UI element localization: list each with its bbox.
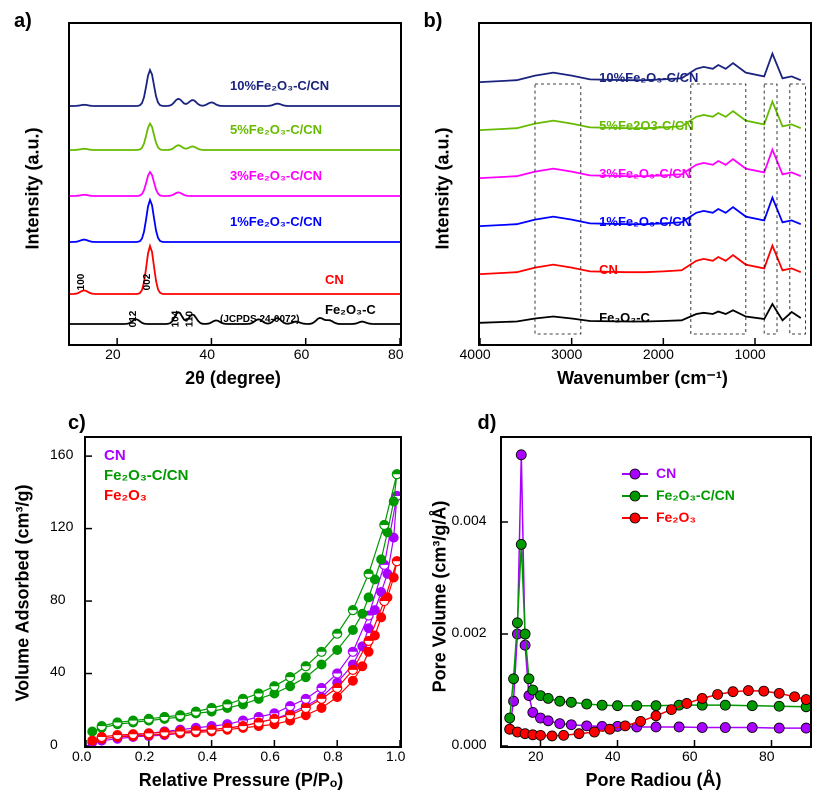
- panel-c-xlabel: Relative Pressure (P/Pₒ): [84, 770, 398, 791]
- svg-text:002: 002: [142, 273, 153, 290]
- panel-c-ylabel: Volume Adsorbed (cm³/g): [13, 491, 34, 701]
- panel-b-label: b): [424, 10, 443, 33]
- svg-text:5%Fe₂O₃-C/CN: 5%Fe₂O₃-C/CN: [230, 122, 322, 137]
- panel-a: a) 10%Fe₂O₃-C/CN 5%Fe₂O₃-C/CN 3%Fe₂O₃-C/CN…: [8, 8, 410, 402]
- panel-d-label: d): [478, 412, 497, 435]
- panel-b: b) 10%Fe₂O₃-C/CN 5%Fe2O3-C/CN 3%Fe₂O₃-C/CN…: [418, 8, 820, 402]
- panel-d: d) CN Fe₂O₃-C/CN Fe₂O₃ Pore Volume (cm³/g/…: [418, 410, 820, 804]
- svg-text:Fe₂O₃: Fe₂O₃: [656, 509, 696, 525]
- panel-b-xlabel: Wavenumber (cm⁻¹): [478, 368, 808, 389]
- svg-text:3%Fe₂O₃-C/CN: 3%Fe₂O₃-C/CN: [599, 166, 691, 181]
- panel-a-label: a): [14, 10, 32, 33]
- svg-text:Fe₂O₃-C: Fe₂O₃-C: [325, 302, 376, 317]
- figure-grid: a) 10%Fe₂O₃-C/CN 5%Fe₂O₃-C/CN 3%Fe₂O₃-C/CN…: [8, 8, 819, 803]
- svg-text:110: 110: [185, 310, 196, 327]
- plot-c: CN Fe₂O₃-C/CN Fe₂O₃: [84, 436, 402, 748]
- plot-a: 10%Fe₂O₃-C/CN 5%Fe₂O₃-C/CN 3%Fe₂O₃-C/CN 1%F…: [68, 22, 402, 346]
- plot-b: 10%Fe₂O₃-C/CN 5%Fe2O3-C/CN 3%Fe₂O₃-C/CN 1%F…: [478, 22, 812, 346]
- svg-text:012: 012: [128, 310, 139, 327]
- svg-text:10%Fe₂O₃-C/CN: 10%Fe₂O₃-C/CN: [599, 70, 698, 85]
- svg-text:100: 100: [76, 273, 87, 290]
- panel-c-label: c): [68, 412, 86, 435]
- svg-text:CN: CN: [104, 447, 126, 464]
- panel-d-ylabel: Pore Volume (cm³/g/Å): [429, 496, 450, 696]
- plot-d: CN Fe₂O₃-C/CN Fe₂O₃: [500, 436, 812, 748]
- svg-text:Fe₂O₃-C: Fe₂O₃-C: [599, 310, 650, 325]
- svg-text:Fe₂O₃: Fe₂O₃: [104, 487, 147, 504]
- panel-a-xlabel: 2θ (degree): [68, 368, 398, 389]
- svg-text:1%Fe₂O₃-C/CN: 1%Fe₂O₃-C/CN: [230, 214, 322, 229]
- svg-text:3%Fe₂O₃-C/CN: 3%Fe₂O₃-C/CN: [230, 168, 322, 183]
- svg-text:104: 104: [170, 310, 181, 327]
- panel-d-xlabel: Pore Radiou (Å): [500, 770, 808, 791]
- svg-text:(JCPDS 24-0072): (JCPDS 24-0072): [220, 314, 299, 325]
- svg-text:CN: CN: [599, 262, 618, 277]
- panel-a-ylabel: Intensity (a.u.): [23, 114, 44, 264]
- svg-text:1%Fe₂O₃-C/CN: 1%Fe₂O₃-C/CN: [599, 214, 691, 229]
- svg-text:Fe₂O₃-C/CN: Fe₂O₃-C/CN: [104, 467, 188, 484]
- panel-b-ylabel: Intensity (a.u.): [432, 114, 453, 264]
- panel-c: c) CN Fe₂O₃-C/CN Fe₂O₃ Volume Adsorbed (cm…: [8, 410, 410, 804]
- svg-text:5%Fe2O3-C/CN: 5%Fe2O3-C/CN: [599, 118, 694, 133]
- svg-text:10%Fe₂O₃-C/CN: 10%Fe₂O₃-C/CN: [230, 78, 329, 93]
- svg-text:CN: CN: [325, 272, 344, 287]
- svg-text:Fe₂O₃-C/CN: Fe₂O₃-C/CN: [656, 487, 735, 503]
- svg-text:CN: CN: [656, 465, 676, 481]
